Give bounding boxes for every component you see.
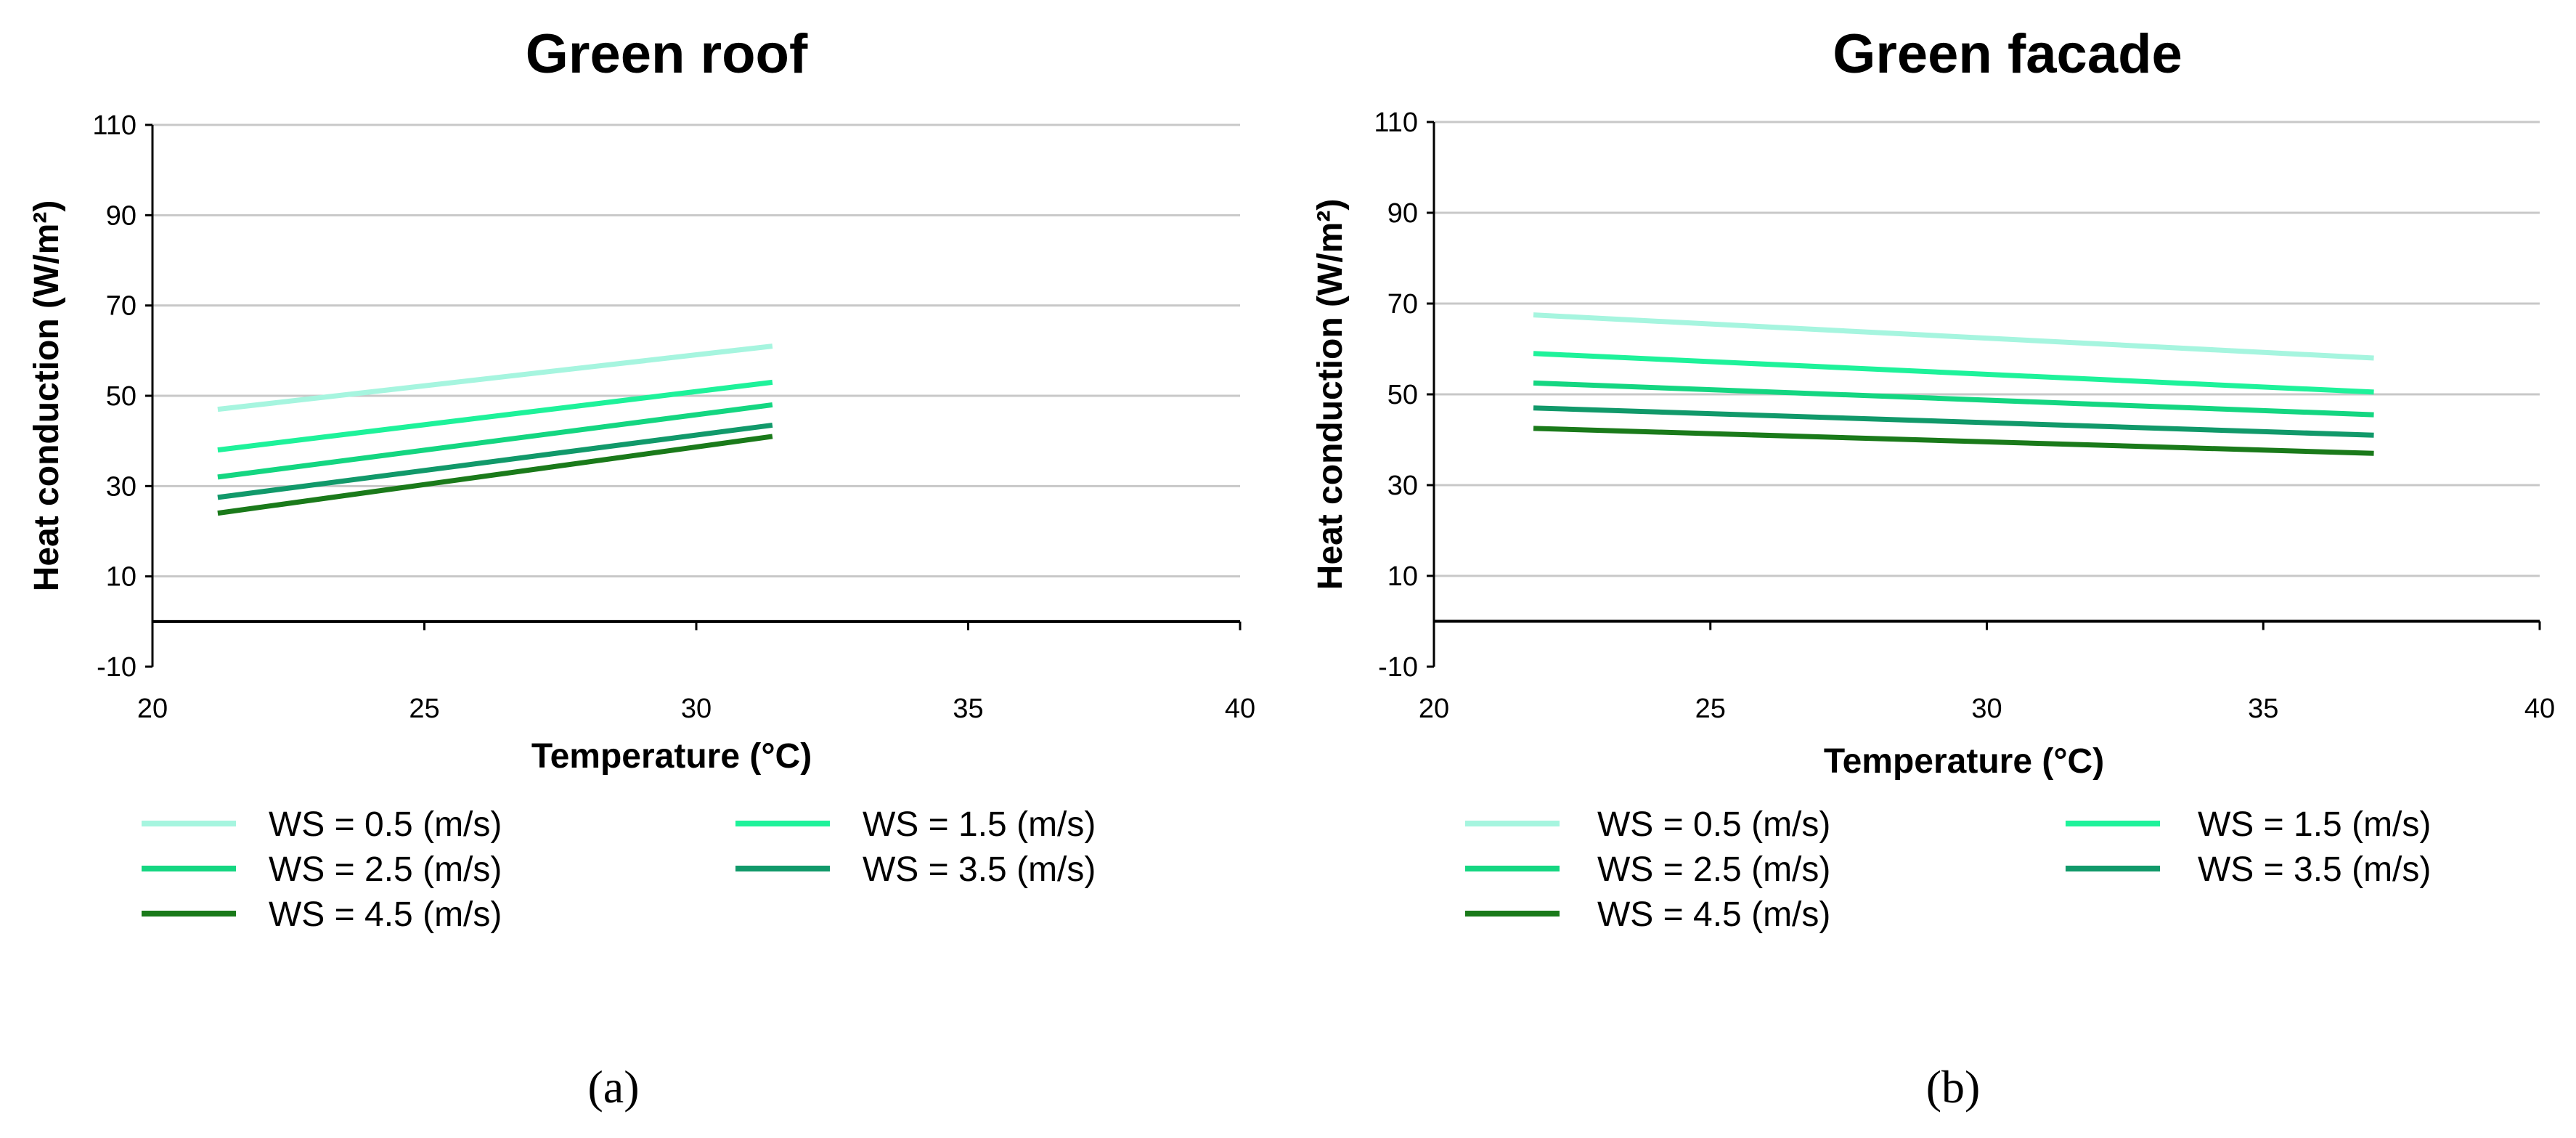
legend-label: WS = 1.5 (m/s) (863, 805, 1096, 844)
legend-label: WS = 3.5 (m/s) (2198, 850, 2431, 889)
series-line (1533, 380, 2374, 418)
chart-title: Green facade (1833, 23, 2182, 85)
series-line (217, 344, 773, 412)
x-tick-label: 25 (409, 694, 439, 724)
x-tick-label: 30 (681, 694, 712, 724)
x-axis-label: Temperature (°C) (1824, 742, 2104, 781)
y-tick-label: 30 (106, 471, 136, 502)
legend-label: WS = 0.5 (m/s) (1597, 805, 1830, 844)
legend-label: WS = 2.5 (m/s) (1597, 850, 1830, 889)
chart-panel-a: -10 10 30 50 70 90 110 20 25 30 35 40 Green roof Temp… (28, 23, 1255, 1113)
y-tick-label: -10 (1378, 652, 1418, 683)
series-line (217, 422, 773, 500)
series-line (1533, 351, 2374, 395)
series-line (217, 379, 773, 453)
legend: WS = 0.5 (m/s) WS = 1.5 (m/s) WS = 2.5 (m/… (142, 805, 1096, 934)
legend-label: WS = 4.5 (m/s) (269, 895, 502, 934)
x-tick-label: 35 (2248, 694, 2278, 724)
panel-label: (a) (587, 1061, 639, 1113)
y-tick-label: 10 (106, 562, 136, 593)
x-tick-label: 20 (1419, 694, 1449, 724)
legend-label: WS = 1.5 (m/s) (2198, 805, 2431, 844)
x-tick-label: 20 (137, 694, 168, 724)
x-tick-label: 35 (953, 694, 983, 724)
x-axis-label: Temperature (°C) (531, 737, 812, 776)
legend-label: WS = 3.5 (m/s) (863, 850, 1096, 889)
series-line (217, 434, 773, 516)
y-tick-label: 110 (92, 110, 136, 141)
series-line (1533, 312, 2374, 361)
series-line (1533, 426, 2374, 456)
legend-label: WS = 4.5 (m/s) (1597, 895, 1830, 934)
x-tick-label: 40 (1225, 694, 1255, 724)
x-tick-label: 30 (1971, 694, 2002, 724)
chart-panel-b: -10 10 30 50 70 90 110 20 25 30 35 40 Green facade Te… (1311, 23, 2555, 1113)
x-tick-label: 40 (2524, 694, 2555, 724)
y-tick-label: 50 (106, 381, 136, 412)
legend: WS = 0.5 (m/s) WS = 1.5 (m/s) WS = 2.5 (m/… (1465, 805, 2431, 934)
y-tick-label: 70 (106, 291, 136, 322)
y-tick-label: 30 (1387, 471, 1418, 501)
y-tick-label: -10 (97, 652, 136, 683)
y-tick-label: 110 (1374, 107, 1418, 138)
chart-title: Green roof (526, 23, 808, 85)
y-axis-label: Heat conduction (W/m²) (28, 200, 66, 592)
y-tick-label: 10 (1387, 561, 1418, 592)
series-line (1533, 405, 2374, 438)
y-tick-label: 90 (106, 200, 136, 231)
y-axis-label: Heat conduction (W/m²) (1311, 199, 1350, 590)
legend-label: WS = 2.5 (m/s) (269, 850, 502, 889)
y-tick-label: 90 (1387, 198, 1418, 229)
x-tick-label: 25 (1695, 694, 1726, 724)
legend-label: WS = 0.5 (m/s) (269, 805, 502, 844)
series-line (217, 402, 773, 480)
panel-label: (b) (1926, 1061, 1981, 1113)
y-tick-label: 50 (1387, 380, 1418, 410)
y-tick-label: 70 (1387, 289, 1418, 320)
